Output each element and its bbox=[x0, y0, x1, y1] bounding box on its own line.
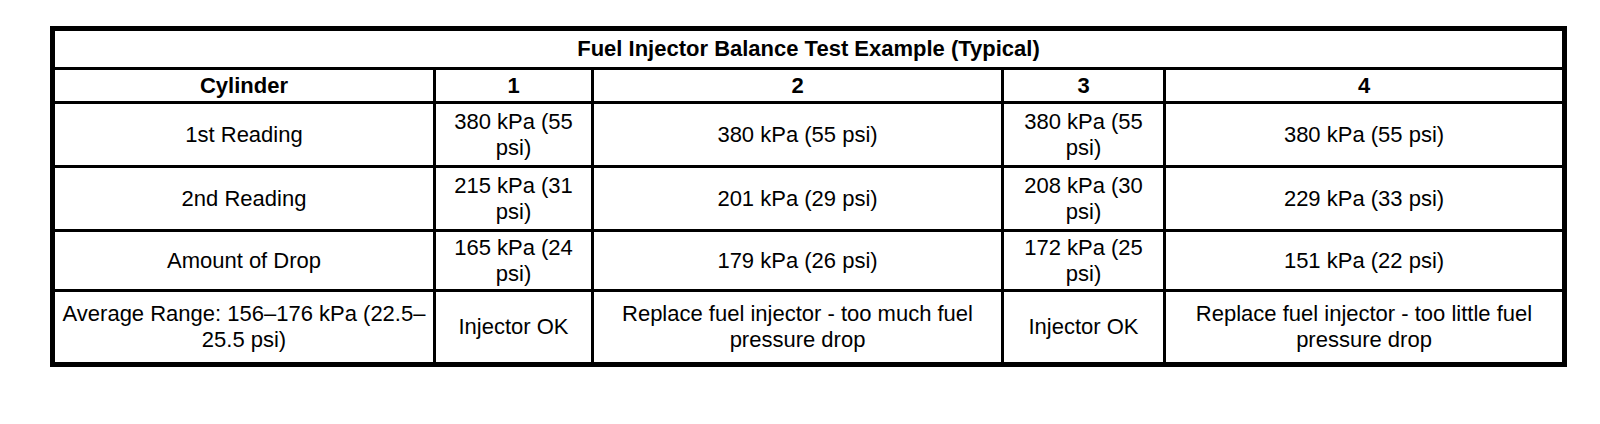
row-label: Average Range: 156–176 kPa (22.5–25.5 ps… bbox=[53, 291, 435, 365]
col-header-cyl-2: 2 bbox=[593, 69, 1003, 103]
table-row-1st-reading: 1st Reading 380 kPa (55 psi) 380 kPa (55… bbox=[53, 103, 1565, 167]
cell-value: 380 kPa (55 psi) bbox=[1003, 103, 1165, 167]
cell-value: 172 kPa (25 psi) bbox=[1003, 231, 1165, 291]
cell-value: Replace fuel injector - too little fuel … bbox=[1165, 291, 1565, 365]
col-header-cyl-4: 4 bbox=[1165, 69, 1565, 103]
cell-value: 165 kPa (24 psi) bbox=[435, 231, 593, 291]
row-label: Amount of Drop bbox=[53, 231, 435, 291]
cell-value: Injector OK bbox=[435, 291, 593, 365]
header-row: Cylinder 1 2 3 4 bbox=[53, 69, 1565, 103]
cell-value: 208 kPa (30 psi) bbox=[1003, 167, 1165, 231]
cell-value: Injector OK bbox=[1003, 291, 1165, 365]
cell-value: 215 kPa (31 psi) bbox=[435, 167, 593, 231]
col-header-cyl-3: 3 bbox=[1003, 69, 1165, 103]
cell-value: 151 kPa (22 psi) bbox=[1165, 231, 1565, 291]
table-row-2nd-reading: 2nd Reading 215 kPa (31 psi) 201 kPa (29… bbox=[53, 167, 1565, 231]
row-label: 1st Reading bbox=[53, 103, 435, 167]
title-row: Fuel Injector Balance Test Example (Typi… bbox=[53, 29, 1565, 69]
cell-value: 179 kPa (26 psi) bbox=[593, 231, 1003, 291]
cell-value: 201 kPa (29 psi) bbox=[593, 167, 1003, 231]
table-row-average-range-result: Average Range: 156–176 kPa (22.5–25.5 ps… bbox=[53, 291, 1565, 365]
fuel-injector-balance-table: Fuel Injector Balance Test Example (Typi… bbox=[50, 26, 1567, 367]
cell-value: 380 kPa (55 psi) bbox=[435, 103, 593, 167]
cell-value: 380 kPa (55 psi) bbox=[593, 103, 1003, 167]
col-header-cyl-1: 1 bbox=[435, 69, 593, 103]
table-title: Fuel Injector Balance Test Example (Typi… bbox=[53, 29, 1565, 69]
document-page: Fuel Injector Balance Test Example (Typi… bbox=[0, 0, 1600, 424]
table-row-amount-of-drop: Amount of Drop 165 kPa (24 psi) 179 kPa … bbox=[53, 231, 1565, 291]
row-label: 2nd Reading bbox=[53, 167, 435, 231]
cell-value: 229 kPa (33 psi) bbox=[1165, 167, 1565, 231]
col-header-cylinder: Cylinder bbox=[53, 69, 435, 103]
cell-value: Replace fuel injector - too much fuel pr… bbox=[593, 291, 1003, 365]
cell-value: 380 kPa (55 psi) bbox=[1165, 103, 1565, 167]
